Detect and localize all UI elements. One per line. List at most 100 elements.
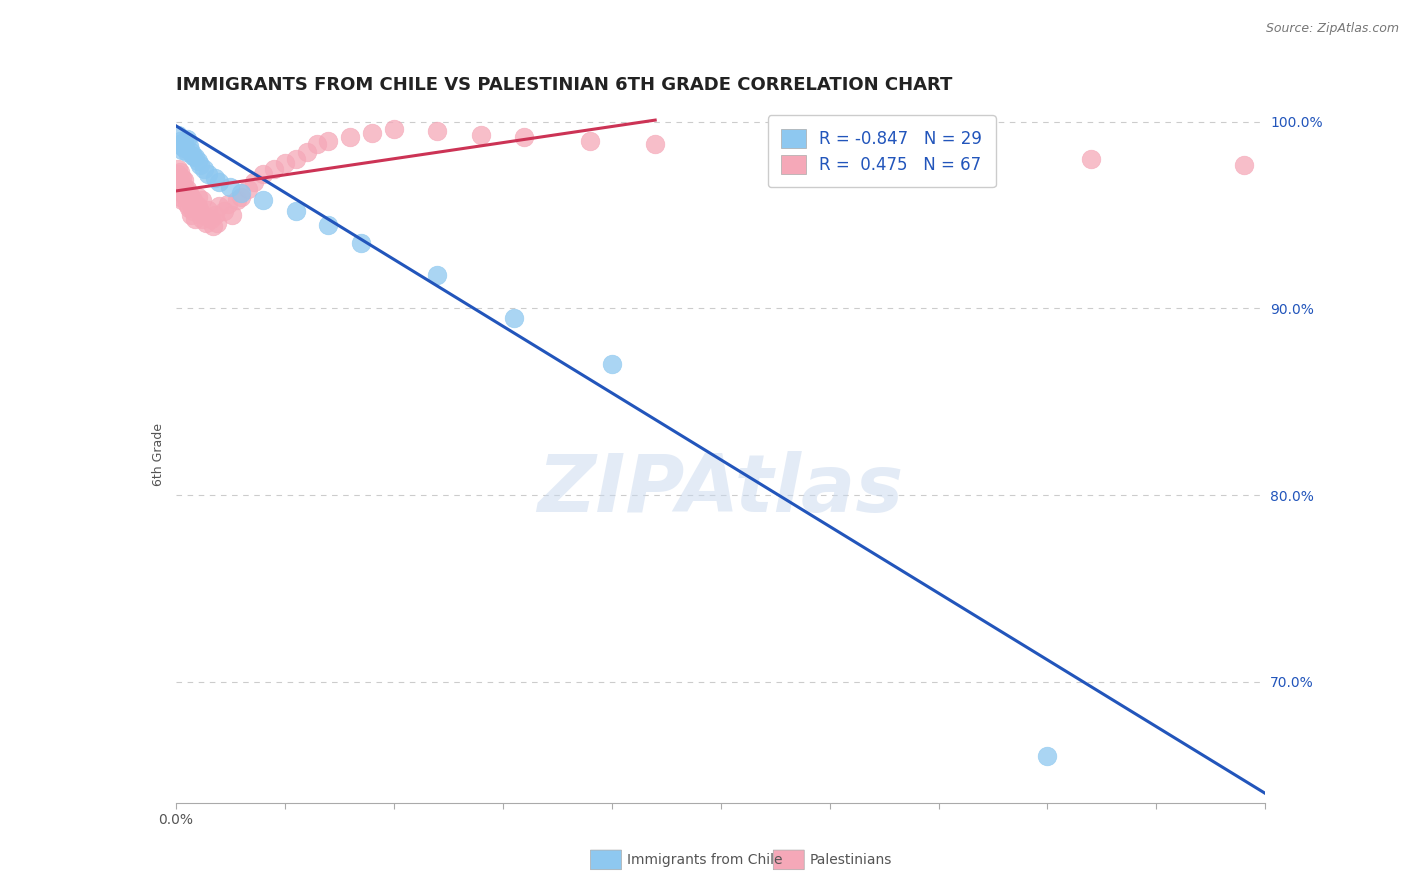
Point <box>204 170 226 185</box>
Point <box>360 126 382 140</box>
Point <box>225 194 247 208</box>
Point <box>176 182 198 196</box>
Point <box>177 201 200 215</box>
Point <box>188 204 211 219</box>
Point <box>502 310 524 325</box>
Point <box>167 161 190 176</box>
Point <box>231 186 253 200</box>
Point <box>181 148 204 162</box>
Point <box>173 187 195 202</box>
Point <box>231 189 253 203</box>
Point <box>184 211 207 226</box>
Point <box>350 236 373 251</box>
Point <box>212 204 235 219</box>
Point <box>339 129 361 144</box>
Point <box>426 124 449 138</box>
Point <box>176 189 198 203</box>
Text: Palestinians: Palestinians <box>810 853 893 867</box>
Point <box>219 180 242 194</box>
Point <box>191 194 214 208</box>
Point <box>243 175 266 189</box>
Point <box>208 199 231 213</box>
Point <box>204 208 226 222</box>
Point <box>1080 153 1102 167</box>
Point <box>180 189 202 203</box>
Point <box>284 204 307 219</box>
Point <box>184 150 207 164</box>
Point <box>470 128 492 142</box>
Point <box>1232 158 1256 172</box>
Point <box>200 211 222 226</box>
Point <box>274 156 297 170</box>
Point <box>167 167 190 181</box>
Point <box>191 211 214 226</box>
Point <box>1036 749 1059 764</box>
Point <box>180 145 202 159</box>
Point <box>318 218 340 232</box>
Point <box>252 194 274 208</box>
Point <box>263 161 285 176</box>
Point <box>181 194 204 208</box>
Point <box>644 137 666 152</box>
Point <box>236 182 259 196</box>
Point <box>169 177 191 191</box>
Point <box>169 170 191 185</box>
Point <box>217 197 239 211</box>
Point <box>197 202 219 217</box>
Point <box>928 148 950 162</box>
Point <box>513 129 536 144</box>
Point <box>169 134 191 148</box>
Point <box>252 167 274 181</box>
Point <box>197 167 219 181</box>
Point <box>208 175 231 189</box>
Point <box>186 189 209 203</box>
Point <box>167 175 190 189</box>
Point <box>172 178 194 193</box>
Point <box>775 143 797 157</box>
Point <box>307 137 329 152</box>
Point <box>184 197 207 211</box>
Point <box>193 208 215 222</box>
Point <box>167 128 190 142</box>
Text: ZIPAtlas: ZIPAtlas <box>537 450 904 529</box>
Point <box>172 170 194 185</box>
Point <box>169 137 191 152</box>
Y-axis label: 6th Grade: 6th Grade <box>152 424 165 486</box>
Point <box>201 219 224 234</box>
Point <box>181 204 204 219</box>
Point <box>382 122 405 136</box>
Point <box>169 165 191 179</box>
Point <box>173 173 195 187</box>
Point <box>295 145 318 159</box>
Point <box>173 136 195 150</box>
Text: Source: ZipAtlas.com: Source: ZipAtlas.com <box>1265 22 1399 36</box>
Point <box>186 199 209 213</box>
Text: Immigrants from Chile: Immigrants from Chile <box>627 853 783 867</box>
Point <box>426 268 449 282</box>
Point <box>172 143 194 157</box>
Point <box>176 145 198 159</box>
Point <box>172 184 194 198</box>
Point <box>318 134 340 148</box>
Point <box>176 197 198 211</box>
Point <box>172 139 194 153</box>
Point <box>180 208 202 222</box>
Point <box>205 216 228 230</box>
Point <box>172 194 194 208</box>
Point <box>221 208 243 222</box>
Point <box>177 194 200 208</box>
Point <box>177 139 200 153</box>
Point <box>173 180 195 194</box>
Point <box>186 154 209 169</box>
Point <box>195 216 218 230</box>
Point <box>193 161 215 176</box>
Point <box>176 132 198 146</box>
Point <box>600 358 623 372</box>
Point <box>173 141 195 155</box>
Point <box>284 153 307 167</box>
Point <box>177 186 200 200</box>
Point <box>180 197 202 211</box>
Legend: R = -0.847   N = 29, R =  0.475   N = 67: R = -0.847 N = 29, R = 0.475 N = 67 <box>768 115 995 187</box>
Point <box>169 189 191 203</box>
Point <box>579 134 602 148</box>
